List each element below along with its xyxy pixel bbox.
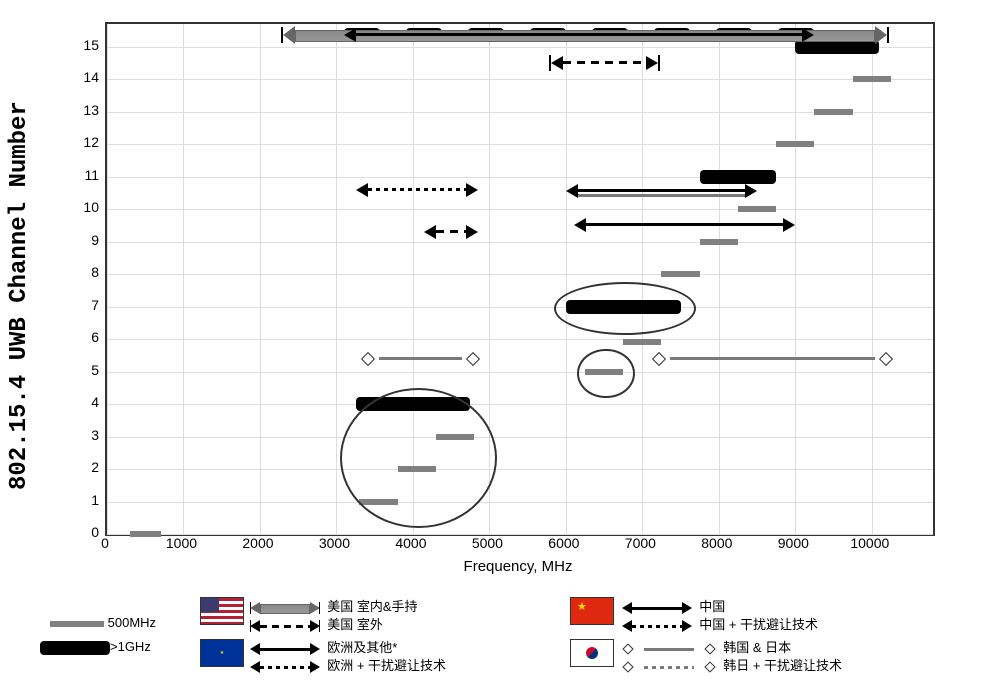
x-tick: 1000 (166, 535, 197, 551)
legend-panel: 500MHz >1GHz 美国 室内&手持 美国 室外 欧洲及其他* 欧洲 + … (40, 595, 960, 687)
y-tick: 2 (77, 459, 99, 475)
legend-flag-us (200, 597, 244, 625)
y-tick: 13 (77, 102, 99, 118)
legend-label: 500MHz (108, 615, 156, 630)
legend-swatch-1ghz: >1GHz (40, 639, 151, 655)
channel-bar (814, 109, 852, 115)
y-axis-label: 802.15.4 UWB Channel Number (6, 8, 30, 583)
uwb-channel-plot (105, 22, 935, 536)
legend-us-indoor: 美国 室内&手持 (250, 596, 418, 615)
y-tick: 10 (77, 199, 99, 215)
channel-bar (738, 206, 776, 212)
x-tick: 8000 (701, 535, 732, 551)
x-tick: 9000 (778, 535, 809, 551)
highlight-circle (577, 349, 635, 398)
legend-label: 美国 室外 (327, 617, 383, 632)
flag-eu-icon (200, 639, 244, 667)
channel-bar (853, 76, 891, 82)
legend-label: 中国 (699, 599, 725, 614)
x-tick: 7000 (625, 535, 656, 551)
legend-flag-kr (570, 639, 614, 667)
legend-label: 韩国 & 日本 (723, 640, 791, 655)
y-tick: 3 (77, 427, 99, 443)
highlight-circle (340, 388, 497, 528)
legend-swatch-500mhz: 500MHz (50, 615, 156, 630)
y-tick: 14 (77, 69, 99, 85)
channel-bar (700, 239, 738, 245)
legend-eu: 欧洲及其他* (250, 637, 397, 656)
y-tick: 1 (77, 492, 99, 508)
y-tick: 4 (77, 394, 99, 410)
y-tick: 8 (77, 264, 99, 280)
flag-kr-icon (570, 639, 614, 667)
x-tick: 5000 (472, 535, 503, 551)
x-tick: 0 (101, 535, 109, 551)
legend-flag-cn (570, 597, 614, 625)
x-tick: 6000 (548, 535, 579, 551)
x-axis-label: Frequency, MHz (105, 558, 931, 575)
x-tick: 10000 (850, 535, 889, 551)
y-tick: 0 (77, 524, 99, 540)
y-tick: 6 (77, 329, 99, 345)
channel-bar (130, 531, 161, 537)
legend-flag-eu (200, 639, 244, 667)
legend-label: 中国 + 干扰避让技术 (699, 617, 818, 632)
legend-krjp-daa: 韩日 + 干扰避让技术 (622, 655, 842, 674)
legend-label: 欧洲 + 干扰避让技术 (327, 658, 446, 673)
legend-label: 欧洲及其他* (327, 640, 397, 655)
channel-bar (661, 271, 699, 277)
x-tick: 4000 (395, 535, 426, 551)
legend-krjp: 韩国 & 日本 (622, 637, 791, 656)
highlight-circle (554, 282, 696, 335)
legend-us-outdoor: 美国 室外 (250, 614, 383, 633)
y-tick: 9 (77, 232, 99, 248)
flag-us-icon (200, 597, 244, 625)
flag-cn-icon (570, 597, 614, 625)
x-tick: 2000 (242, 535, 273, 551)
legend-label: 美国 室内&手持 (327, 599, 417, 614)
legend-cn-daa: 中国 + 干扰避让技术 (622, 614, 818, 633)
channel-bar (776, 141, 814, 147)
y-tick: 7 (77, 297, 99, 313)
y-tick: 11 (77, 167, 99, 183)
legend-label: 韩日 + 干扰避让技术 (723, 658, 842, 673)
x-tick: 3000 (319, 535, 350, 551)
channel-bar (700, 170, 776, 184)
y-tick: 5 (77, 362, 99, 378)
legend-label: >1GHz (110, 639, 151, 654)
channel-bar (623, 339, 661, 345)
y-tick: 12 (77, 134, 99, 150)
legend-eu-daa: 欧洲 + 干扰避让技术 (250, 655, 446, 674)
legend-cn: 中国 (622, 596, 725, 615)
y-tick: 15 (77, 37, 99, 53)
